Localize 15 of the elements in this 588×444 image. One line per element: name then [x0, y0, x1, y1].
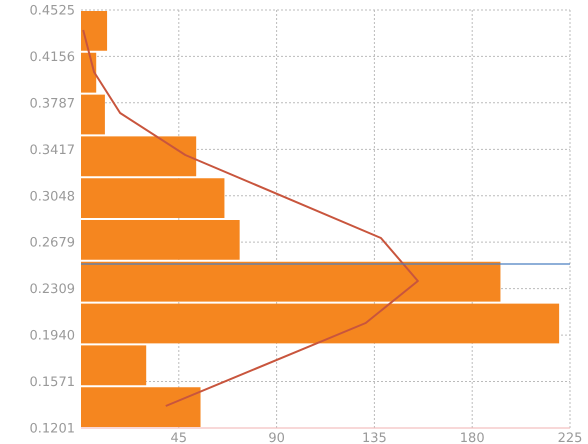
y-tick-label: 0.1940 — [30, 328, 75, 344]
y-tick-label: 0.3417 — [30, 142, 75, 158]
y-tick-label: 0.4525 — [30, 4, 75, 19]
y-tick-label: 0.3787 — [30, 96, 75, 112]
x-tick-label: 90 — [268, 431, 285, 444]
y-tick-label: 0.3048 — [30, 189, 75, 204]
y-tick-label: 0.2309 — [30, 282, 75, 298]
y-tick-label: 0.4156 — [30, 50, 75, 65]
y-tick-label: 0.1201 — [30, 422, 75, 437]
y-tick-label: 0.2679 — [30, 236, 75, 251]
x-tick-label: 45 — [170, 431, 188, 444]
x-tick-label: 225 — [558, 431, 582, 444]
x-tick-label: 135 — [362, 431, 387, 444]
y-tick-label: 0.1571 — [30, 375, 75, 390]
x-tick-label: 180 — [460, 431, 485, 444]
